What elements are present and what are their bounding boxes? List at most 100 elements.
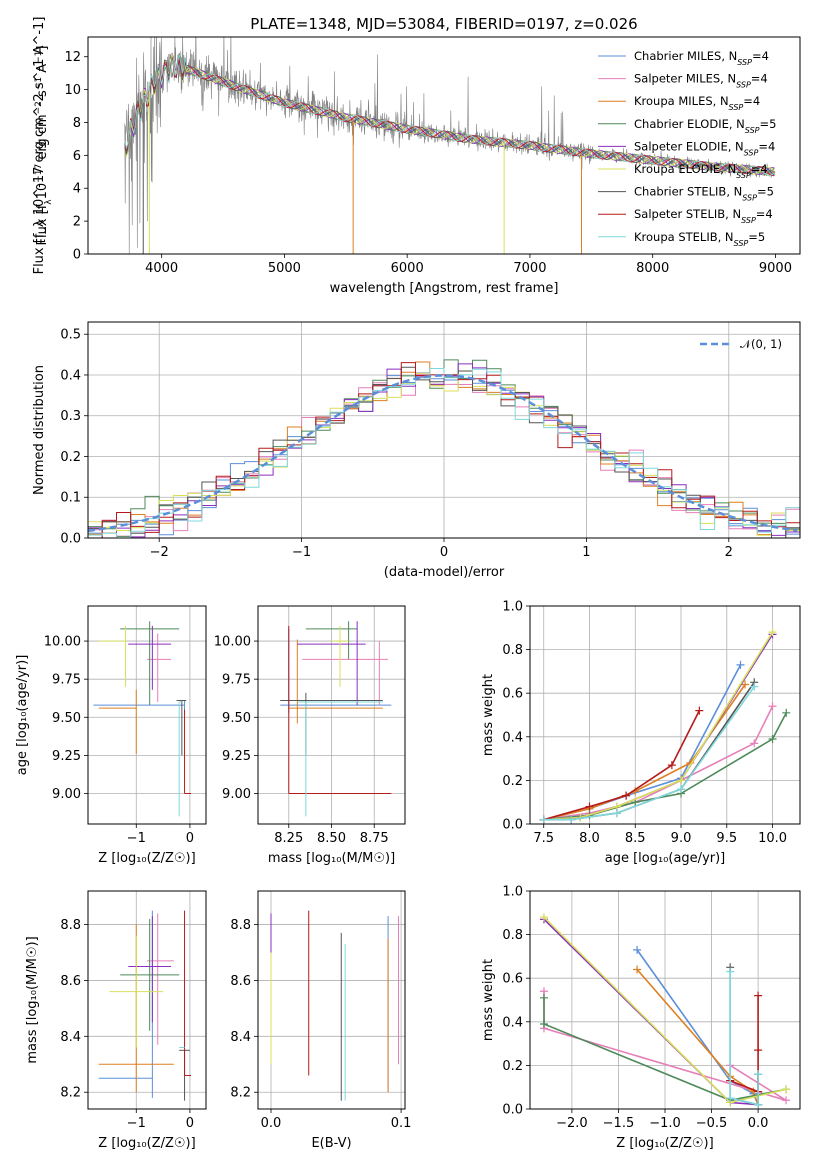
x-tick-label: 8000 xyxy=(636,261,669,276)
y-tick-label: 8.2 xyxy=(60,1086,81,1101)
y-tick-label: 0.0 xyxy=(502,1103,523,1118)
x-tick-label: −1 xyxy=(127,1116,146,1131)
weight-point-chabrier_elodie xyxy=(539,993,548,1002)
x-axis-label: mass [log₁₀(M/M☉)] xyxy=(268,851,395,866)
weight-point-salpeter_stelib xyxy=(754,1046,763,1055)
y-tick-label: 9.00 xyxy=(222,787,251,802)
y-tick-label: 0.6 xyxy=(502,972,523,987)
weight-line-salpeter_stelib xyxy=(543,710,701,821)
y-tick-label: 0.2 xyxy=(502,1059,523,1074)
model-spectrum-kroupa_miles xyxy=(124,53,775,176)
y-tick-label: 0.4 xyxy=(502,1015,523,1030)
weight-point-salpeter_miles xyxy=(768,702,777,711)
y-tick-label: 0.4 xyxy=(502,730,523,745)
weight-point-chabrier_elodie xyxy=(539,1019,548,1028)
legend-label-tail: =4 xyxy=(751,162,768,176)
weight-line-kroupa_miles xyxy=(636,968,759,1105)
x-tick-label: −1.5 xyxy=(603,1116,635,1131)
y-tick-label: 10 xyxy=(64,83,81,98)
y-tick-label: 8.8 xyxy=(230,918,251,933)
weight-point-kroupa_stelib xyxy=(539,815,548,824)
x-tick-label: −0.5 xyxy=(696,1116,728,1131)
y-tick-label: 8.2 xyxy=(230,1086,251,1101)
weight-point-kroupa_stelib xyxy=(754,1070,763,1079)
y-tick-label: 0.6 xyxy=(502,687,523,702)
weight-line-salpeter_elodie xyxy=(543,918,759,1106)
y-tick-label: 8.6 xyxy=(230,974,251,989)
weight-line-kroupa_stelib xyxy=(729,971,759,1106)
y-axis-label-part: Flux [f xyxy=(35,204,50,245)
y-axis-label-part: s xyxy=(35,90,50,101)
y-tick-label: 12 xyxy=(64,50,81,65)
legend-label-text: Chabrier ELODIE, N xyxy=(634,117,745,131)
legend-label: Salpeter STELIB, NSSP=4 xyxy=(634,207,773,225)
y-tick-label: 10.00 xyxy=(214,635,251,650)
weight-line-salpeter_miles xyxy=(543,705,774,821)
x-axis-label: age [log₁₀(age/yr)] xyxy=(605,851,726,866)
weight-point-chabrier_miles xyxy=(633,945,642,954)
weight-point-kroupa_stelib xyxy=(612,809,621,818)
legend-label-tail: =5 xyxy=(748,230,765,244)
weight-line-chabrier_stelib xyxy=(729,967,759,1106)
x-tick-label: 8.25 xyxy=(274,831,303,846)
x-tick-label: 8.75 xyxy=(360,831,389,846)
x-tick-label: 0 xyxy=(186,831,194,846)
weight-point-salpeter_stelib xyxy=(667,761,676,770)
observed-spectrum xyxy=(124,37,776,254)
legend-label-sub: SSP xyxy=(736,80,751,89)
legend-label-sub: SSP xyxy=(736,171,751,180)
y-tick-label: 9.25 xyxy=(52,749,81,764)
weight-point-chabrier_elodie xyxy=(768,734,777,743)
weight-point-kroupa_stelib xyxy=(567,815,576,824)
y-tick-label: 0 xyxy=(73,248,81,263)
y-tick-label: 0.4 xyxy=(60,368,81,383)
legend-label-sub: SSP xyxy=(741,216,756,225)
legend-label-sub: SSP xyxy=(744,148,759,157)
y-axis-label: Flux [fλ10−17 erg cm−2 s−1 A−1] xyxy=(34,46,54,246)
x-tick-label: 9000 xyxy=(759,261,792,276)
panel-5: −1 0 8.2 8.4 8.6 8.8 Z [log₁₀(Z/Z☉)] mass [log₁… xyxy=(25,890,207,1151)
y-tick-label: 1.0 xyxy=(502,885,523,900)
y-axis-label-part: −1 xyxy=(34,77,44,90)
x-tick-label: 0.1 xyxy=(391,1116,412,1131)
y-tick-label: 8.6 xyxy=(60,974,81,989)
weight-line-salpeter_stelib xyxy=(729,995,759,1093)
axes-frame xyxy=(529,890,801,1110)
legend-label-tail: =4 xyxy=(743,94,760,108)
axes-frame xyxy=(529,605,801,825)
x-tick-label: 9.5 xyxy=(716,831,737,846)
y-axis-label: mass [log₁₀(M/M☉)] xyxy=(25,936,40,1063)
legend-label: Salpeter MILES, NSSP=4 xyxy=(634,72,768,90)
y-tick-label: 0.0 xyxy=(502,818,523,833)
legend-label-sub: SSP xyxy=(745,125,760,134)
legend-label: Chabrier ELODIE, NSSP=5 xyxy=(634,117,776,135)
x-tick-label: −1 xyxy=(292,545,311,560)
y-tick-label: 0.3 xyxy=(60,409,81,424)
x-tick-label: 0 xyxy=(186,1116,194,1131)
y-tick-label: 0.2 xyxy=(502,774,523,789)
weight-line-kroupa_miles xyxy=(543,684,746,821)
model-spectrum-salpeter_stelib xyxy=(124,58,775,177)
y-axis-label-part: −17 xyxy=(34,164,44,183)
y-tick-label: 0.2 xyxy=(60,450,81,465)
x-tick-label: −1.0 xyxy=(649,1116,681,1131)
panel-4: 7.5 8.0 8.5 9.0 9.5 10.0 0.0 0.2 0.4 0.6 0.8 1.0 age… xyxy=(481,600,801,866)
panel-2: −1 0 9.00 9.25 9.50 9.75 10.00 Z [log₁₀(Z/Z☉)] a… xyxy=(15,605,207,866)
weight-point-kroupa_elodie xyxy=(539,913,548,922)
y-axis-label-part: erg cm xyxy=(35,114,50,163)
weight-point-kroupa_stelib xyxy=(726,1094,735,1103)
weight-point-kroupa_stelib xyxy=(726,967,735,976)
y-tick-label: 0.8 xyxy=(502,928,523,943)
chart-title: PLATE=1348, MJD=53084, FIBERID=0197, z=0… xyxy=(250,15,637,33)
x-tick-label: 1 xyxy=(582,545,590,560)
weight-point-kroupa_stelib xyxy=(750,682,759,691)
normal-curve xyxy=(87,374,798,533)
axes-frame xyxy=(257,605,406,825)
y-tick-label: 9.75 xyxy=(222,673,251,688)
y-axis-label-part: ] xyxy=(35,46,50,51)
weight-point-kroupa_stelib xyxy=(677,785,686,794)
legend-label-text: Chabrier MILES, N xyxy=(634,49,737,63)
y-tick-label: 8.4 xyxy=(60,1030,81,1045)
